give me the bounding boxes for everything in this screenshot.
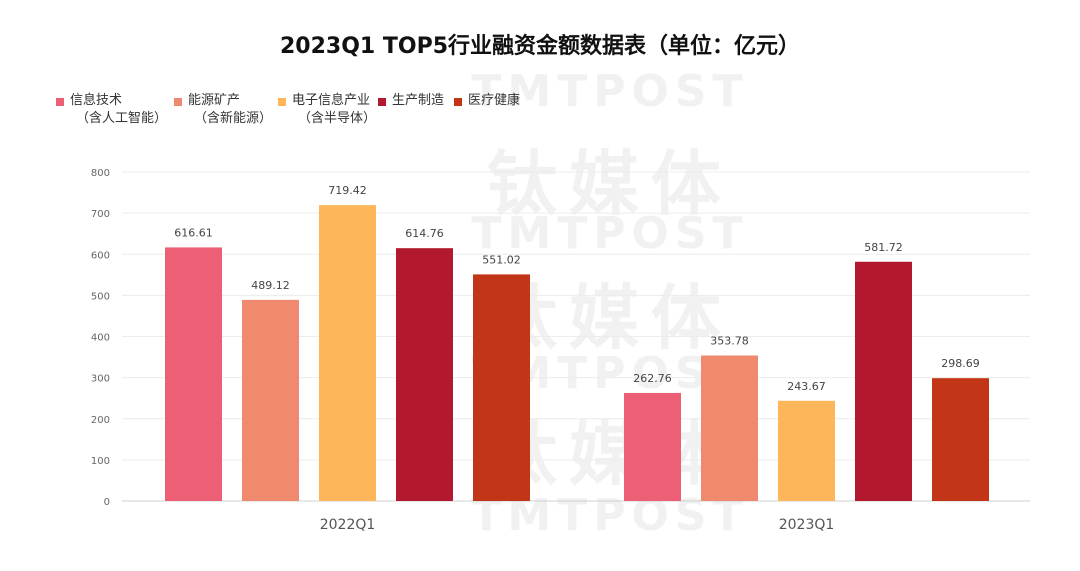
legend-label: 能源矿产 (188, 93, 241, 108)
data-label: 551.02 (482, 253, 521, 266)
data-label: 489.12 (251, 279, 290, 292)
legend-swatch (454, 98, 462, 106)
data-label: 298.69 (941, 357, 980, 370)
legend: 信息技术 （含人工智能） 能源矿产 （含新能源） 电子信息产业 （含半导体） 生… (56, 92, 1056, 132)
data-label: 616.61 (174, 226, 213, 239)
legend-label: 医疗健康 (468, 93, 521, 108)
bar (932, 378, 989, 501)
bar (242, 299, 299, 501)
legend-note: （含新能源） (194, 111, 273, 126)
data-label: 243.67 (787, 380, 826, 393)
bar (396, 248, 453, 501)
y-tick-label: 700 (91, 209, 110, 220)
y-tick-label: 300 (91, 374, 110, 385)
legend-label: 电子信息产业 (292, 93, 371, 108)
y-tick-label: 400 (91, 333, 110, 344)
y-tick-label: 500 (91, 291, 110, 302)
x-category-label: 2022Q1 (320, 517, 376, 533)
data-label: 262.76 (633, 372, 672, 385)
legend-label: 生产制造 (392, 93, 445, 108)
bar (855, 261, 912, 501)
legend-swatch (56, 98, 64, 106)
legend-swatch (174, 98, 182, 106)
y-tick-label: 0 (104, 497, 110, 508)
legend-note: （含人工智能） (76, 111, 168, 126)
data-label: 719.42 (328, 184, 367, 197)
x-category-label: 2023Q1 (779, 517, 835, 533)
y-tick-label: 200 (91, 415, 110, 426)
data-label: 353.78 (710, 335, 749, 348)
y-tick-label: 600 (91, 250, 110, 261)
chart-title: 2023Q1 TOP5行业融资金额数据表（单位：亿元） (279, 34, 801, 59)
bar (319, 205, 376, 501)
legend-swatch (378, 98, 386, 106)
bar (778, 400, 835, 501)
data-label: 581.72 (864, 241, 903, 254)
legend-swatch (278, 98, 286, 106)
legend-note: （含半导体） (298, 111, 377, 126)
data-label: 614.76 (405, 227, 444, 240)
bar (624, 392, 681, 501)
bar (473, 274, 530, 501)
y-tick-label: 800 (91, 168, 110, 179)
bar (165, 247, 222, 501)
y-tick-label: 100 (91, 456, 110, 467)
legend-label: 信息技术 (70, 93, 123, 108)
bar (701, 355, 758, 501)
